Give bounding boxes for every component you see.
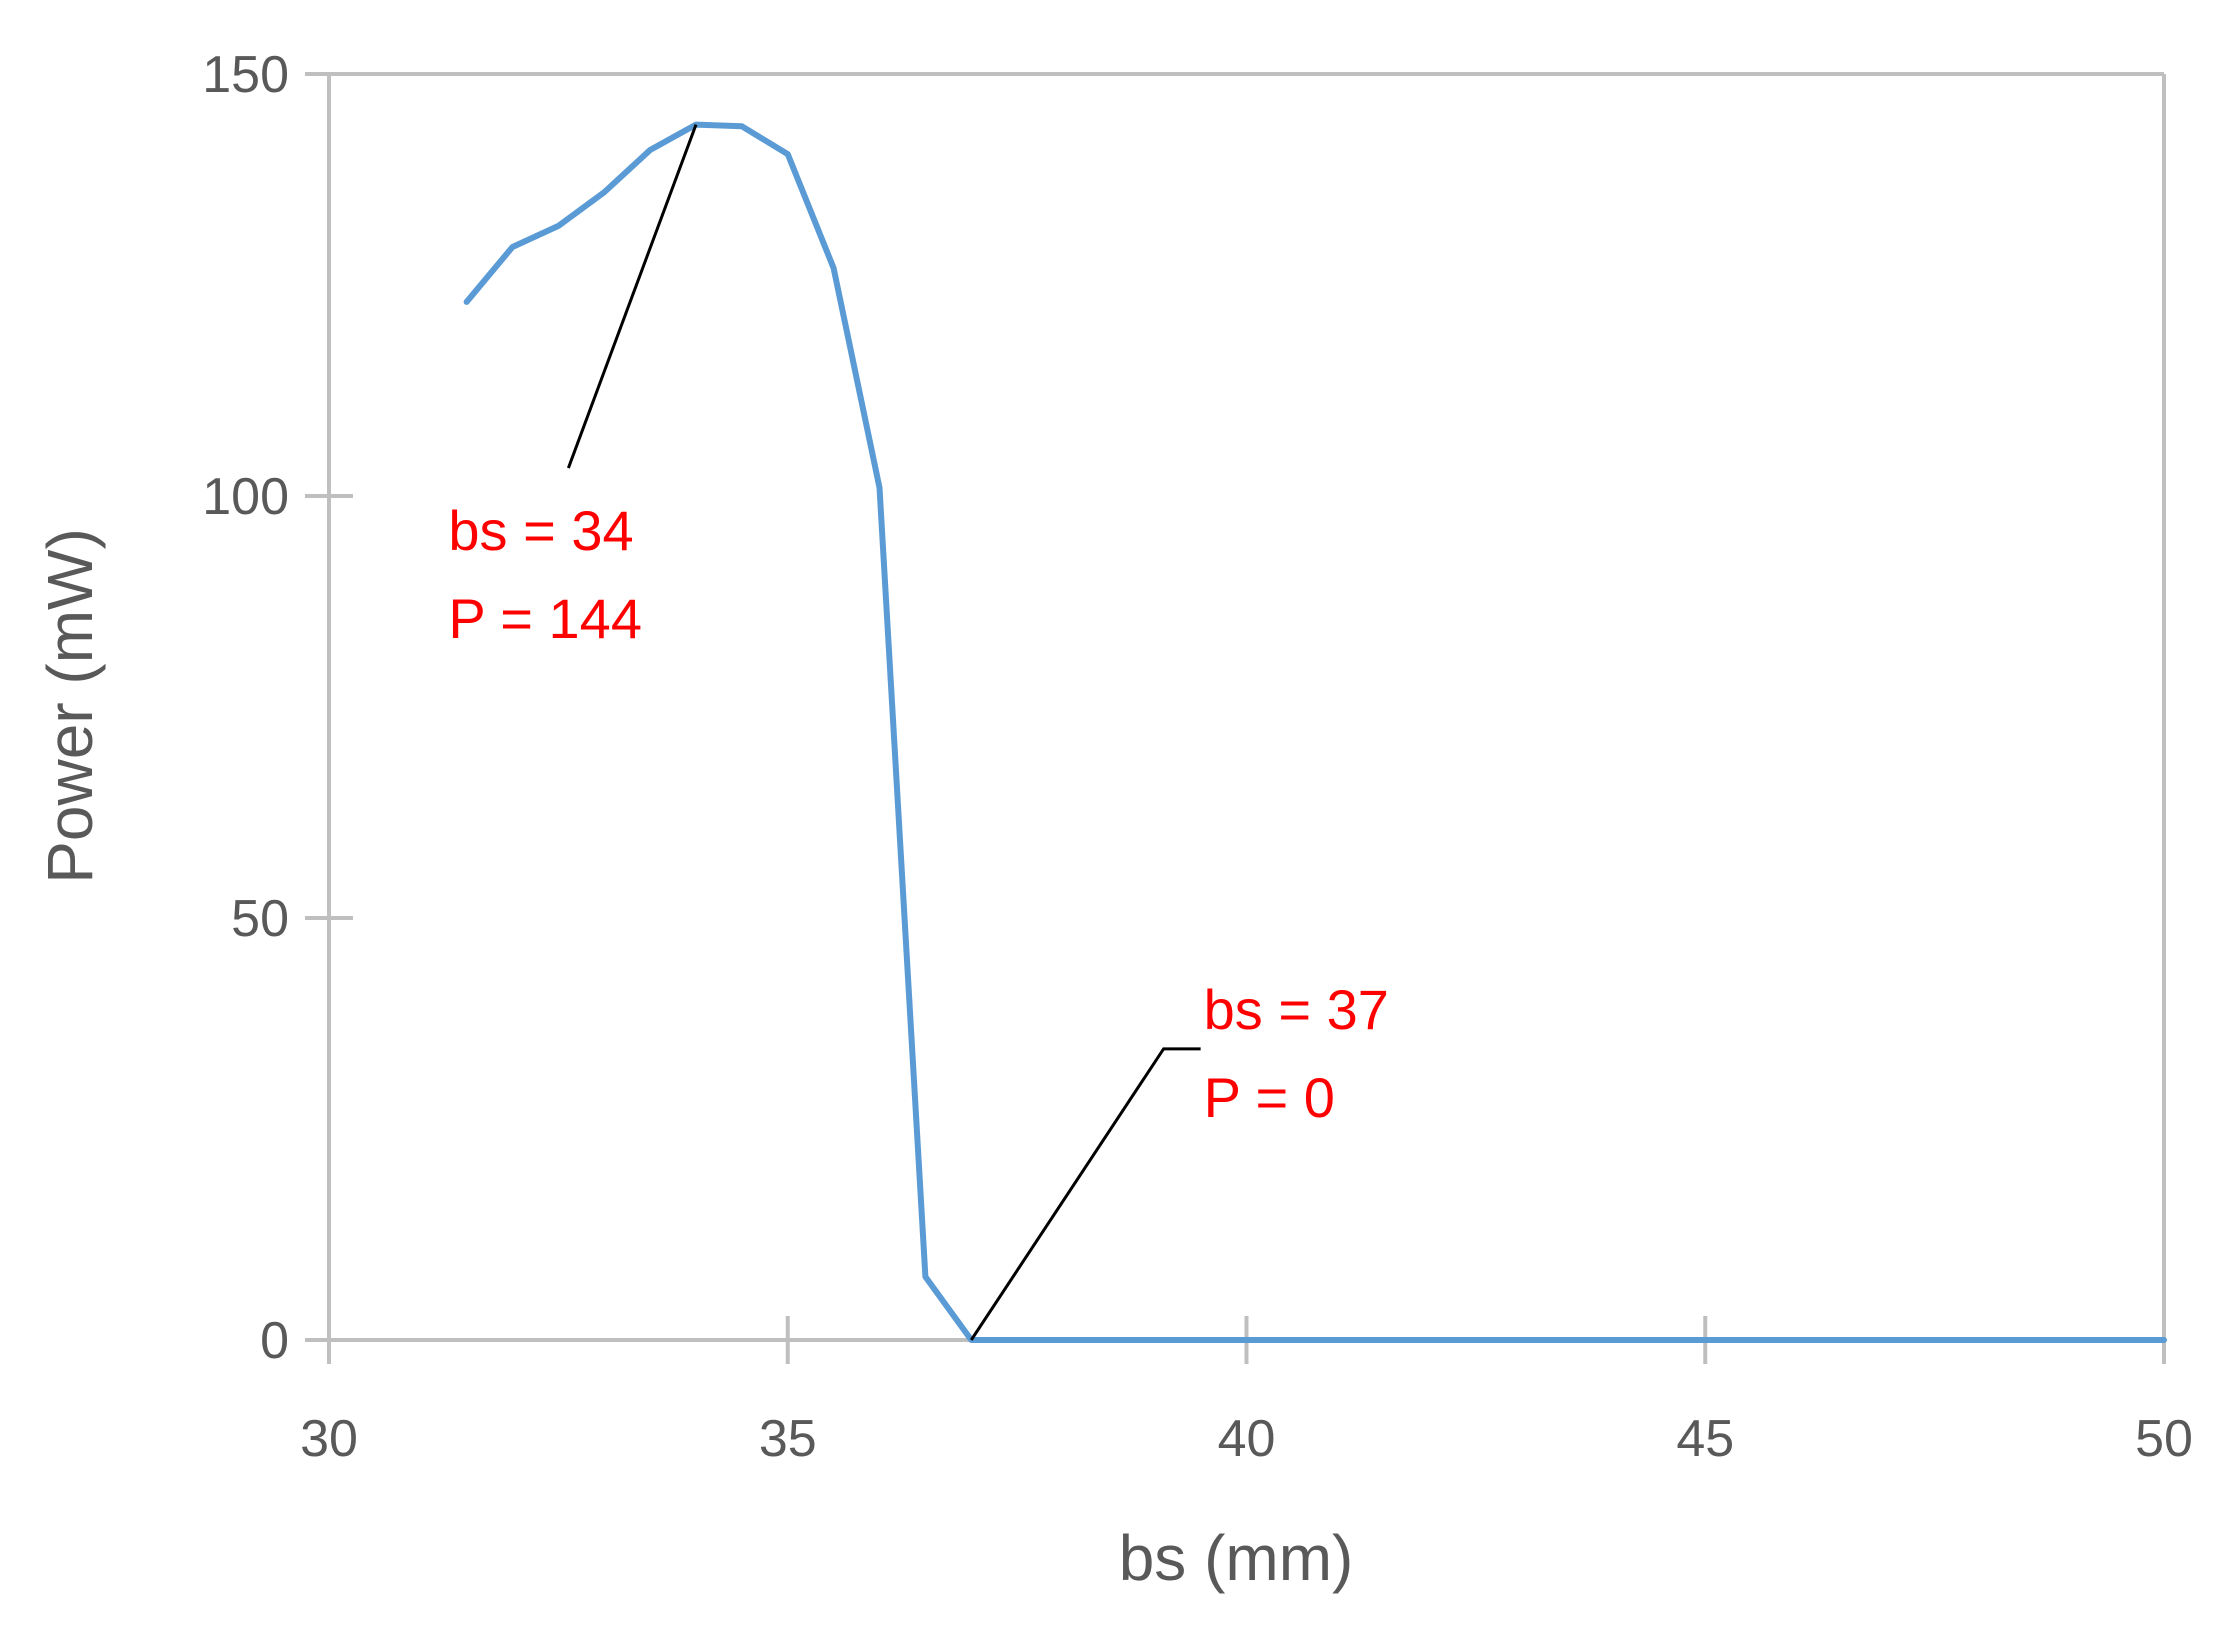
y-tick-label: 50 [231, 890, 289, 948]
x-axis-label: bs (mm) [1119, 1522, 1354, 1594]
y-tick-label: 100 [202, 468, 289, 526]
data-series [463, 121, 2167, 1343]
annotation-label: bs = 37 [1204, 978, 1389, 1041]
y-tick-label: 0 [260, 1312, 289, 1370]
x-tick-label: 50 [2135, 1410, 2193, 1468]
annotations: bs = 34 P = 144 bs = 37 P = 0 [448, 124, 1389, 1341]
y-axis-label: Power (mW) [34, 528, 106, 884]
annotation-label: bs = 34 [448, 499, 633, 562]
plot-frame [327, 72, 2166, 1342]
y-axis-ticks: 0 50 100 150 [202, 46, 353, 1370]
annotation-label: P = 0 [1204, 1066, 1335, 1129]
x-tick-label: 45 [1676, 1410, 1734, 1468]
y-tick-label: 150 [202, 46, 289, 104]
series-line [463, 121, 2167, 1343]
x-tick-label: 35 [759, 1410, 817, 1468]
annotation-leader-line [969, 1047, 1201, 1341]
x-tick-label: 40 [1218, 1410, 1276, 1468]
annotation-leader-line [566, 124, 698, 469]
x-tick-label: 30 [300, 1410, 358, 1468]
annotation-label: P = 144 [448, 587, 642, 650]
